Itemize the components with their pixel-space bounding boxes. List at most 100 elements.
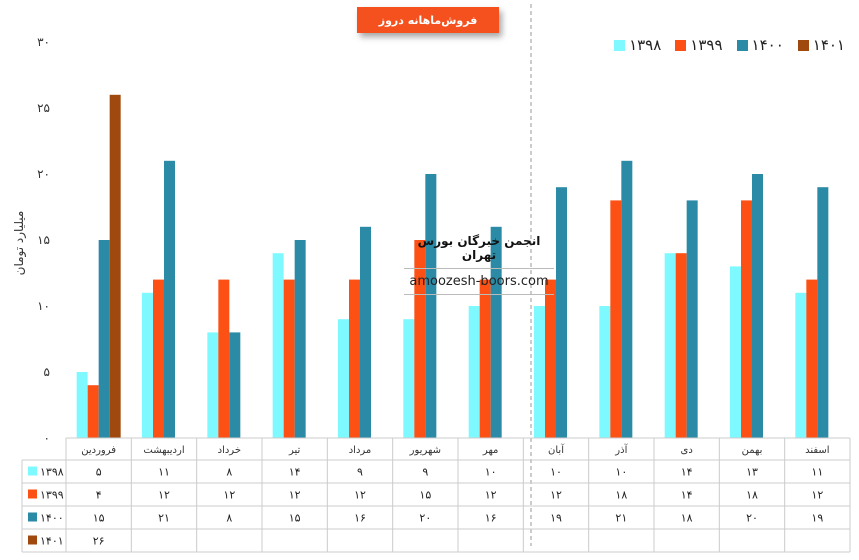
- watermark-title: انجمن خبرگان بورس تهران: [404, 234, 554, 269]
- legend-label: ۱۳۹۹: [690, 36, 723, 54]
- bar: [741, 200, 752, 438]
- data-label: ۱۳: [746, 466, 758, 479]
- bar: [98, 240, 110, 438]
- data-label: ۸: [226, 466, 232, 479]
- bar: [468, 306, 480, 438]
- legend-swatch: [736, 39, 748, 51]
- data-label: ۹: [357, 466, 363, 479]
- bar: [752, 174, 763, 438]
- category-label: اسفند: [805, 445, 829, 456]
- category-label: فروردین: [81, 445, 116, 456]
- category-label: مرداد: [349, 445, 372, 456]
- data-label: ۱۲: [550, 489, 562, 502]
- category-label: شهریور: [409, 445, 441, 456]
- legend-label: ۱۴۰۱: [812, 36, 845, 54]
- y-tick-label: ۳۰: [37, 35, 50, 49]
- watermark: انجمن خبرگان بورس تهران amoozesh-boors.c…: [404, 234, 554, 295]
- bar: [164, 160, 175, 439]
- y-axis-label: میلیارد تومان: [12, 210, 26, 276]
- table-legend-swatch: [28, 512, 37, 522]
- legend-label: ۱۴۰۰: [751, 36, 784, 54]
- bar: [349, 279, 360, 438]
- bar: [664, 253, 676, 438]
- bar: [153, 279, 164, 438]
- data-label: ۱۲: [223, 489, 235, 502]
- legend: ۱۳۹۸ ۱۳۹۹ ۱۴۰۰ ۱۴۰۱: [614, 36, 845, 54]
- data-label: ۲۰: [746, 512, 758, 525]
- data-label: ۱۹: [811, 512, 823, 525]
- bar: [425, 174, 437, 438]
- data-label: ۲۱: [158, 512, 170, 525]
- data-label: ۱۱: [811, 466, 823, 479]
- table-legend-swatch: [28, 535, 37, 545]
- legend-swatch: [797, 39, 809, 51]
- legend-label: ۱۳۹۸: [629, 36, 662, 54]
- table-series-name: ۱۴۰۱: [40, 535, 64, 548]
- data-label: ۱۹: [550, 512, 562, 525]
- data-label: ۱۱: [158, 466, 170, 479]
- bar: [229, 332, 241, 438]
- category-label: بهمن: [742, 445, 763, 456]
- y-tick-label: ۱۵: [37, 233, 50, 247]
- data-label: ۱۰: [485, 466, 497, 479]
- chart-title: فروش‌ماهانه دروز: [357, 7, 499, 33]
- bar: [730, 266, 741, 438]
- table-series-name: ۱۳۹۹: [40, 489, 64, 502]
- data-label: ۱۲: [158, 489, 170, 502]
- bar: [360, 226, 371, 438]
- category-label: آذر: [614, 443, 628, 456]
- data-label: ۱۴: [681, 466, 693, 479]
- data-label: ۱۸: [681, 512, 693, 525]
- category-label: خرداد: [218, 445, 241, 456]
- data-label: ۱۵: [289, 512, 301, 525]
- category-label: مهر: [482, 445, 498, 456]
- legend-item: ۱۳۹۸: [614, 36, 661, 54]
- data-label: ۱۰: [615, 466, 627, 479]
- y-tick-label: ۱۰: [37, 299, 50, 313]
- data-label: ۵: [96, 466, 102, 479]
- data-label: ۱۲: [811, 489, 823, 502]
- data-label: ۱۸: [746, 489, 758, 502]
- table-legend-swatch: [28, 489, 37, 499]
- legend-swatch: [614, 39, 626, 51]
- bar: [534, 306, 545, 438]
- data-label: ۱۴: [289, 466, 301, 479]
- bar: [556, 187, 567, 438]
- category-label: آبان: [548, 443, 565, 456]
- bar: [338, 319, 349, 438]
- bar: [294, 240, 306, 438]
- data-label: ۱۵: [93, 512, 105, 525]
- data-label: ۱۶: [354, 512, 366, 525]
- bar: [621, 160, 633, 439]
- y-tick-label: ۲۰: [37, 167, 50, 181]
- bar: [142, 292, 153, 438]
- bar: [490, 226, 502, 438]
- data-label: ۱۲: [485, 489, 497, 502]
- bar: [414, 240, 426, 438]
- bar: [283, 279, 295, 438]
- data-label: ۱۵: [419, 489, 431, 502]
- bar: [87, 385, 99, 438]
- data-label: ۱۸: [615, 489, 627, 502]
- y-tick-label: ۲۵: [37, 101, 50, 115]
- data-label: ۸: [226, 512, 232, 525]
- bar: [599, 306, 611, 438]
- table-series-name: ۱۳۹۸: [40, 466, 64, 479]
- bar: [109, 94, 121, 439]
- data-label: ۱۲: [289, 489, 301, 502]
- data-label: ۲۰: [419, 512, 431, 525]
- bar: [218, 279, 230, 438]
- data-label: ۱۴: [681, 489, 693, 502]
- data-label: ۹: [422, 466, 428, 479]
- bar: [675, 253, 687, 438]
- bar: [207, 332, 219, 438]
- table-legend-swatch: [28, 466, 37, 476]
- category-label: دی: [681, 445, 693, 456]
- watermark-url: amoozesh-boors.com: [404, 269, 554, 295]
- bar: [806, 279, 818, 438]
- y-tick-label: ۵: [44, 365, 50, 379]
- bar: [610, 200, 622, 438]
- category-label: اردیبهشت: [143, 445, 184, 456]
- bar: [817, 187, 829, 438]
